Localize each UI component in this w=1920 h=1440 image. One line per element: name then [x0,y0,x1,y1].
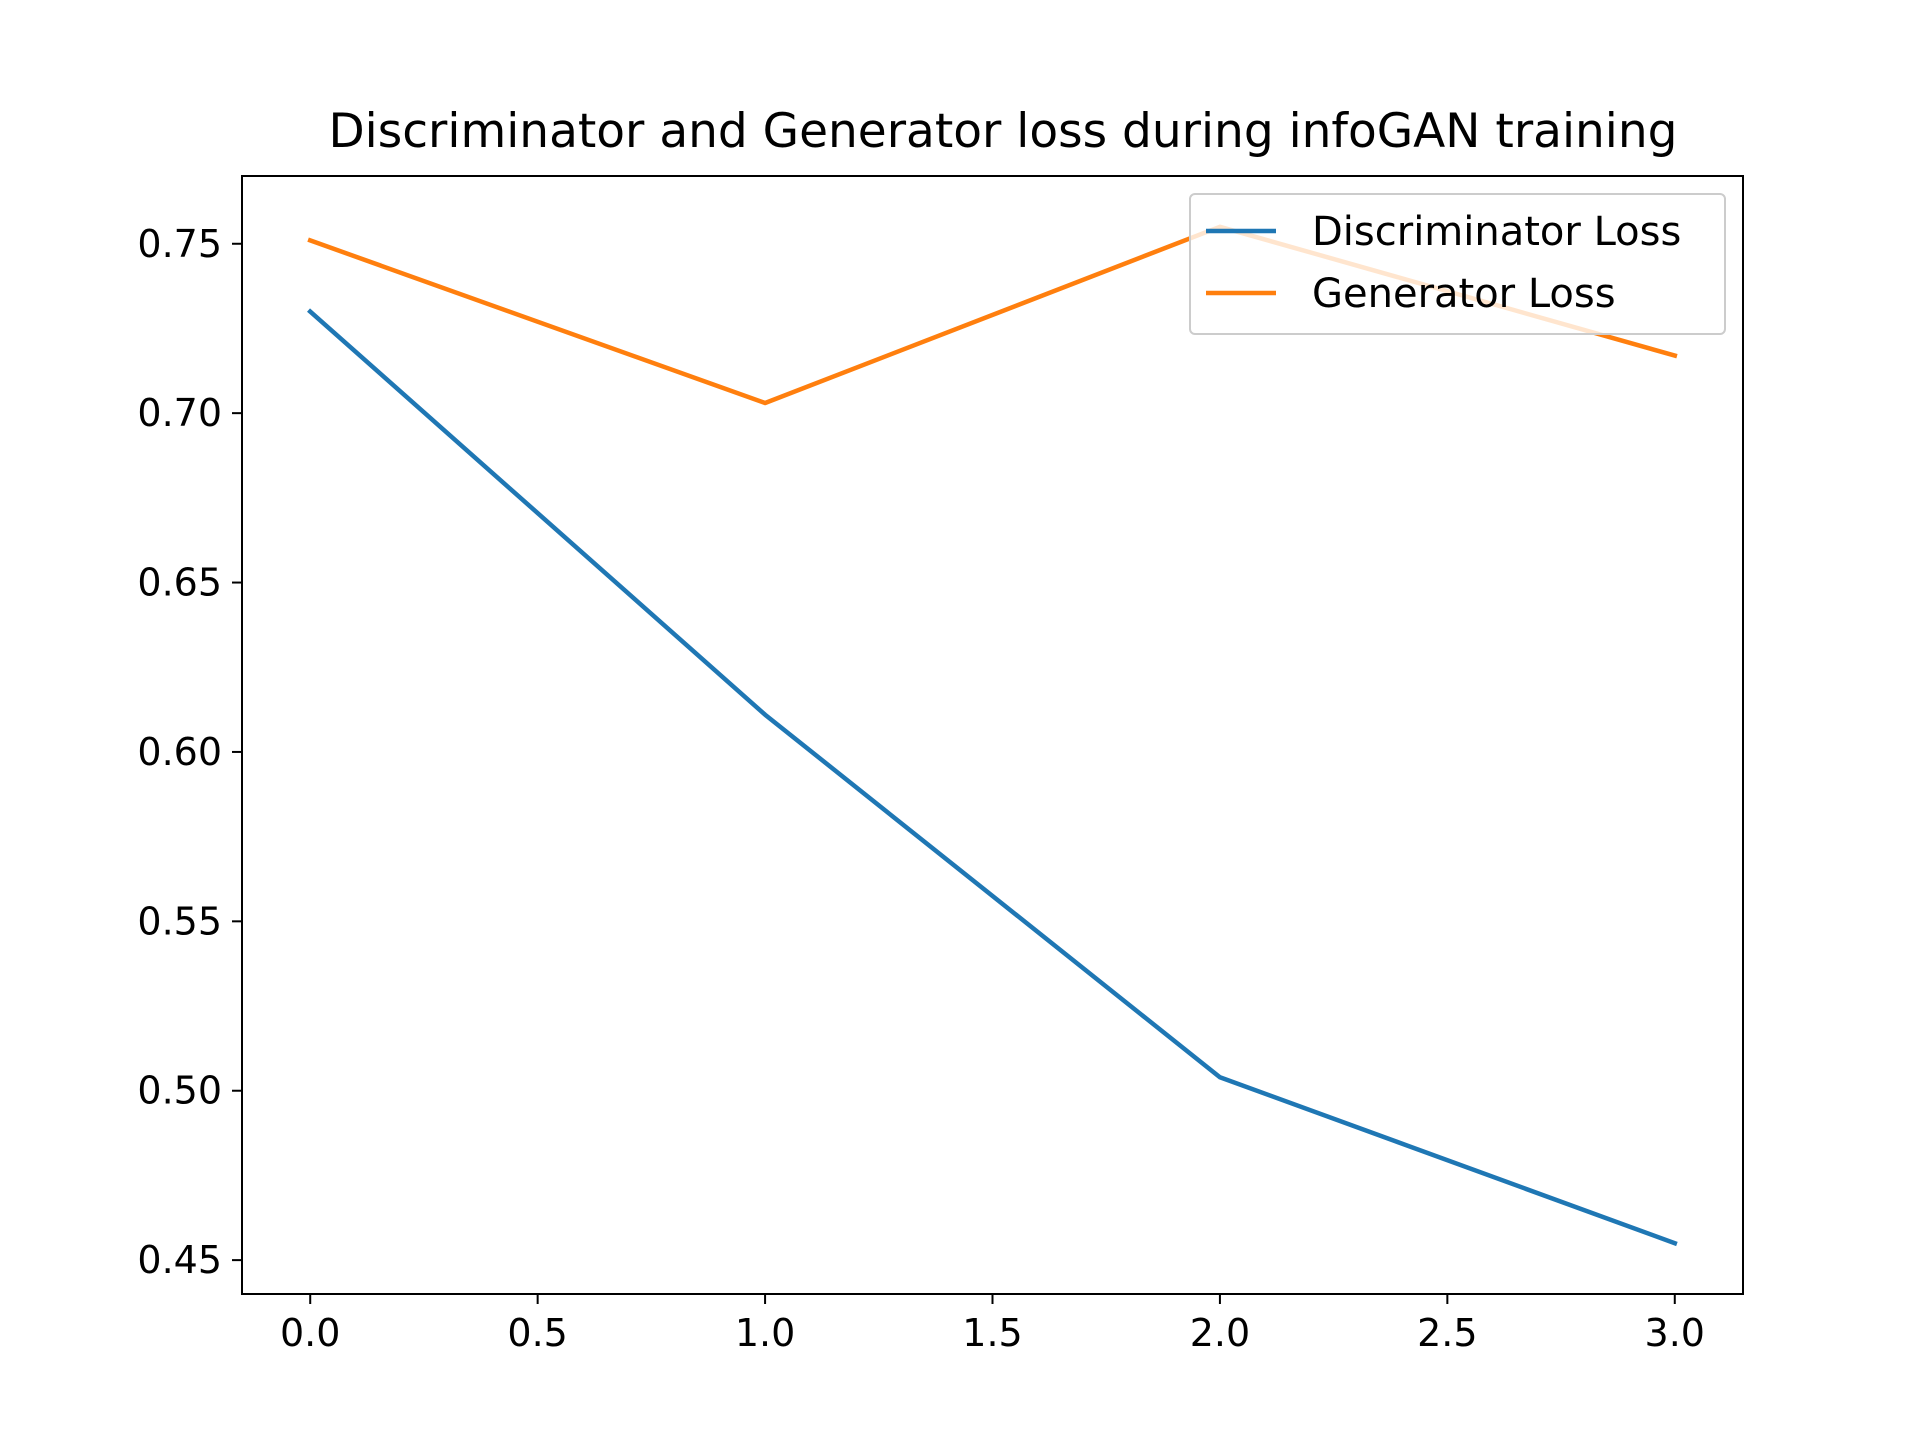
y-tick-label: 0.55 [137,899,222,943]
x-tick-label: 1.0 [735,1311,795,1355]
axes: 0.0 0.5 1.0 1.5 2.0 2.5 3.0 0.45 0.50 0.55 0.60 0.6… [137,222,1705,1355]
y-tick-label: 0.65 [137,561,222,605]
y-tick-label: 0.50 [137,1069,222,1113]
legend: Discriminator Loss Generator Loss [1189,193,1726,335]
series-lines [307,224,1678,1247]
x-tick-label: 2.5 [1417,1311,1477,1355]
legend-label: Discriminator Loss [1312,209,1681,255]
y-tick-label: 0.45 [137,1238,222,1282]
x-tick-label: 0.0 [280,1311,340,1355]
x-tick-label: 2.0 [1190,1311,1250,1355]
x-tick-label: 1.5 [962,1311,1022,1355]
chart-title: Discriminator and Generator loss during … [328,104,1677,159]
legend-box [1189,193,1726,335]
y-tick-label: 0.70 [137,391,222,435]
y-tick-label: 0.60 [137,730,222,774]
plot-border [241,175,1744,1295]
legend-label: Generator Loss [1312,271,1616,317]
x-tick-label: 3.0 [1645,1311,1705,1355]
plot-frame [241,175,1744,1295]
series-line-discriminator-loss [307,308,1678,1247]
x-tick-label: 0.5 [507,1311,567,1355]
y-tick-label: 0.75 [137,222,222,266]
